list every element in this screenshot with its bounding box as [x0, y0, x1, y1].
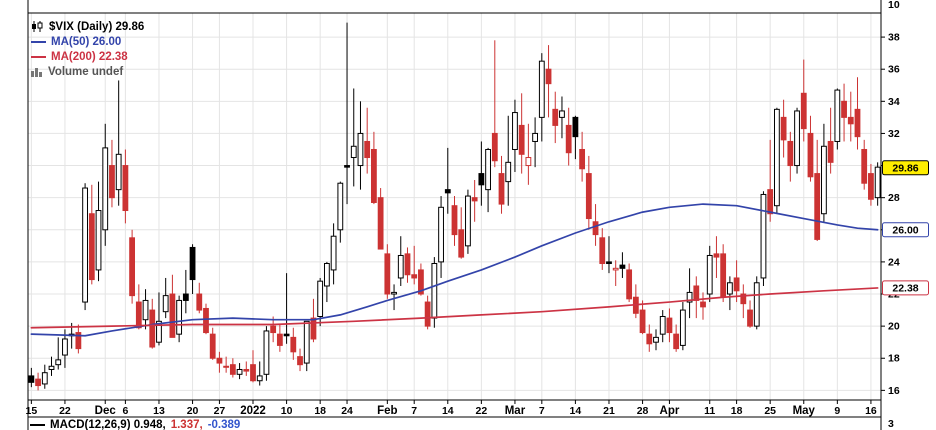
- svg-text:25: 25: [764, 405, 776, 417]
- svg-text:2022: 2022: [240, 405, 266, 417]
- volume-label: Volume undef: [48, 65, 124, 78]
- svg-text:15: 15: [26, 405, 38, 417]
- svg-text:22.38: 22.38: [892, 282, 918, 294]
- svg-text:28: 28: [888, 192, 900, 204]
- svg-text:7: 7: [411, 405, 417, 417]
- svg-text:24: 24: [888, 256, 900, 268]
- svg-text:11: 11: [704, 405, 715, 417]
- legend-volume-row: Volume undef: [31, 64, 144, 79]
- svg-text:13: 13: [153, 405, 165, 417]
- svg-text:18: 18: [314, 405, 326, 417]
- svg-text:24: 24: [341, 405, 353, 417]
- svg-text:22: 22: [59, 405, 71, 417]
- macd-axis-label: 3: [888, 418, 894, 430]
- svg-text:Mar: Mar: [505, 405, 526, 417]
- svg-text:26.00: 26.00: [892, 224, 918, 236]
- svg-text:Dec: Dec: [95, 405, 117, 417]
- macd-signal-value: 1.337,: [170, 419, 203, 430]
- svg-text:14: 14: [570, 405, 582, 417]
- ma200-line-swatch: [31, 55, 46, 58]
- svg-text:16: 16: [888, 385, 900, 397]
- svg-text:29.86: 29.86: [892, 162, 918, 174]
- macd-label: MACD(12,26,9) 0.948,: [50, 419, 166, 430]
- upper-panel-axis-label: 10: [888, 0, 900, 11]
- svg-text:21: 21: [603, 405, 615, 417]
- chart-legend: $VIX (Daily) 29.86 MA(50) 26.00 MA(200) …: [31, 19, 144, 79]
- macd-legend: MACD(12,26,9) 0.948, 1.337, -0.389: [30, 419, 240, 430]
- volume-bars-icon: [31, 67, 43, 77]
- svg-text:16: 16: [865, 405, 877, 417]
- svg-text:Apr: Apr: [660, 405, 680, 417]
- svg-text:10: 10: [281, 405, 293, 417]
- svg-text:38: 38: [888, 32, 900, 44]
- symbol-title: $VIX (Daily) 29.86: [49, 20, 145, 33]
- svg-text:Feb: Feb: [377, 405, 397, 417]
- macd-line-swatch: [30, 424, 45, 426]
- legend-ma50-row: MA(50) 26.00: [31, 34, 144, 49]
- svg-text:May: May: [793, 405, 816, 417]
- svg-text:22: 22: [476, 405, 488, 417]
- legend-ma200-row: MA(200) 22.38: [31, 49, 144, 64]
- ma50-label: MA(50) 26.00: [51, 35, 122, 48]
- svg-text:7: 7: [539, 405, 545, 417]
- svg-text:28: 28: [637, 405, 649, 417]
- ma200-label: MA(200) 22.38: [51, 50, 128, 63]
- ma50-line-swatch: [31, 40, 46, 43]
- legend-symbol-row: $VIX (Daily) 29.86: [31, 19, 144, 34]
- svg-text:18: 18: [731, 405, 743, 417]
- svg-text:6: 6: [122, 405, 128, 417]
- svg-text:34: 34: [888, 96, 900, 108]
- svg-text:20: 20: [888, 321, 900, 333]
- svg-text:32: 32: [888, 128, 900, 140]
- svg-text:9: 9: [834, 405, 840, 417]
- svg-text:20: 20: [187, 405, 199, 417]
- svg-text:18: 18: [888, 353, 900, 365]
- svg-text:27: 27: [214, 405, 226, 417]
- macd-histogram-value: -0.389: [207, 419, 241, 430]
- candlestick-icon: [31, 21, 44, 32]
- svg-text:36: 36: [888, 64, 900, 76]
- svg-text:14: 14: [442, 405, 454, 417]
